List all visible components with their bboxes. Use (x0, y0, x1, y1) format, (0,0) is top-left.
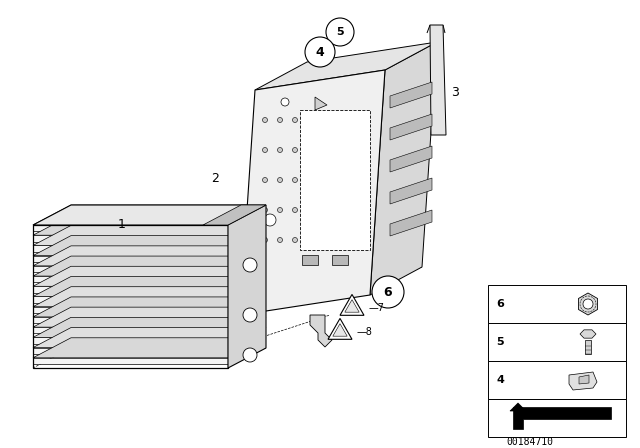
Text: 3: 3 (451, 86, 459, 99)
Polygon shape (33, 246, 228, 252)
Polygon shape (33, 225, 266, 246)
Text: 5: 5 (336, 27, 344, 37)
Circle shape (264, 214, 276, 226)
Circle shape (278, 117, 282, 122)
Polygon shape (390, 114, 432, 140)
Polygon shape (390, 82, 432, 108)
Polygon shape (340, 294, 364, 315)
Polygon shape (33, 338, 266, 358)
Circle shape (305, 37, 335, 67)
Text: 5: 5 (496, 337, 504, 347)
Circle shape (372, 276, 404, 308)
Polygon shape (203, 205, 266, 225)
Polygon shape (33, 358, 228, 364)
Polygon shape (302, 255, 318, 265)
Polygon shape (255, 42, 437, 90)
Text: 2: 2 (211, 172, 219, 185)
Polygon shape (33, 205, 266, 225)
Circle shape (292, 117, 298, 122)
Polygon shape (33, 297, 266, 317)
Circle shape (281, 98, 289, 106)
Polygon shape (315, 97, 327, 110)
Circle shape (243, 258, 257, 272)
Polygon shape (390, 146, 432, 172)
Polygon shape (33, 297, 228, 303)
Polygon shape (579, 375, 589, 384)
Polygon shape (33, 317, 228, 323)
Circle shape (262, 147, 268, 152)
Polygon shape (33, 205, 266, 225)
Circle shape (583, 299, 593, 309)
Polygon shape (33, 276, 228, 282)
Polygon shape (240, 70, 385, 315)
Circle shape (278, 147, 282, 152)
Polygon shape (390, 178, 432, 204)
Circle shape (292, 237, 298, 242)
Polygon shape (33, 256, 266, 276)
Circle shape (262, 207, 268, 212)
Circle shape (292, 177, 298, 182)
Polygon shape (33, 215, 266, 235)
Polygon shape (33, 327, 266, 348)
Text: —8: —8 (357, 327, 372, 337)
Polygon shape (33, 236, 266, 256)
Polygon shape (33, 317, 266, 337)
Circle shape (278, 207, 282, 212)
Polygon shape (33, 307, 228, 313)
Polygon shape (513, 407, 611, 429)
Polygon shape (33, 266, 266, 286)
Polygon shape (310, 315, 332, 347)
Polygon shape (33, 246, 266, 266)
Text: 6: 6 (496, 299, 504, 309)
Polygon shape (510, 403, 526, 411)
Polygon shape (569, 372, 597, 390)
Text: —7: —7 (369, 303, 385, 313)
Polygon shape (345, 300, 359, 312)
Bar (488, 399, 626, 437)
Polygon shape (33, 235, 228, 241)
Polygon shape (300, 110, 370, 250)
Polygon shape (332, 255, 348, 265)
Polygon shape (430, 25, 446, 135)
Polygon shape (328, 319, 352, 339)
Polygon shape (33, 225, 228, 231)
Text: 00184710: 00184710 (506, 437, 554, 447)
Circle shape (278, 177, 282, 182)
Polygon shape (33, 337, 228, 344)
Circle shape (262, 177, 268, 182)
Polygon shape (228, 205, 266, 368)
Polygon shape (370, 42, 437, 295)
Bar (488, 285, 626, 323)
Bar (488, 323, 626, 361)
Polygon shape (390, 210, 432, 236)
Circle shape (262, 237, 268, 242)
Polygon shape (333, 323, 347, 336)
Circle shape (243, 308, 257, 322)
Polygon shape (580, 330, 596, 338)
Polygon shape (33, 348, 228, 354)
Polygon shape (33, 327, 228, 333)
Circle shape (278, 237, 282, 242)
Text: 4: 4 (496, 375, 504, 385)
Text: 1: 1 (118, 219, 126, 232)
Bar (488, 361, 626, 399)
Polygon shape (33, 307, 266, 327)
Polygon shape (33, 276, 266, 297)
Circle shape (292, 147, 298, 152)
Circle shape (243, 348, 257, 362)
Polygon shape (33, 266, 228, 272)
Circle shape (326, 18, 354, 46)
Circle shape (292, 207, 298, 212)
Circle shape (262, 117, 268, 122)
Bar (585, 340, 591, 354)
Text: 4: 4 (316, 46, 324, 59)
Polygon shape (33, 286, 228, 293)
Text: 6: 6 (384, 285, 392, 298)
Polygon shape (33, 256, 228, 262)
Polygon shape (579, 293, 598, 315)
Polygon shape (33, 287, 266, 307)
